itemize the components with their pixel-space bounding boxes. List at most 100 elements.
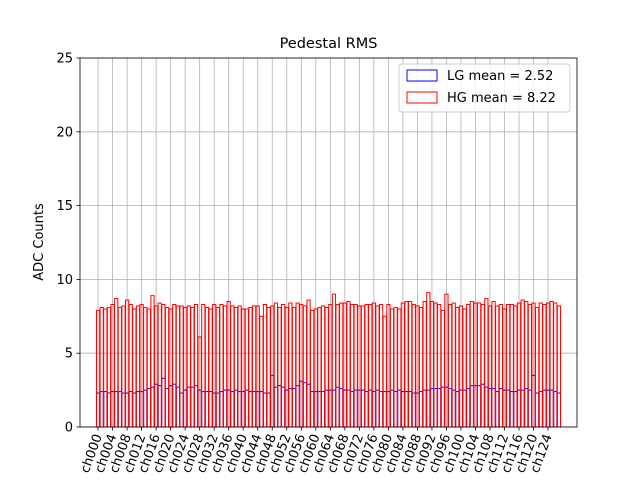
legend-frame [398, 63, 571, 113]
hg-bar [469, 301, 474, 428]
hg-bar [320, 305, 326, 428]
hg-bar [411, 303, 416, 428]
hg-bar [146, 308, 151, 428]
y-tick-label: 5 [65, 347, 73, 362]
hg-bar [306, 299, 311, 428]
hg-bar [535, 306, 540, 428]
hg-bar [509, 303, 514, 428]
hg-bar [324, 306, 329, 428]
hg-bar [360, 305, 366, 428]
hg-bar [397, 308, 402, 428]
hg-bar [418, 306, 424, 428]
hg-bar [161, 303, 166, 428]
hg-bar [208, 308, 213, 428]
hg-bar [335, 303, 340, 428]
y-tick-label: 25 [56, 52, 73, 67]
hg-bar [462, 308, 467, 428]
hg-bar [277, 306, 282, 428]
hg-bar [266, 306, 271, 428]
hg-bar [382, 315, 387, 428]
hg-bar [248, 306, 253, 428]
hg-bar [273, 302, 278, 428]
y-axis-label: ADC Counts [32, 203, 47, 281]
hg-bar [310, 309, 315, 428]
hg-bar [451, 302, 456, 428]
hg-bar [175, 305, 181, 428]
hg-bar [339, 302, 344, 428]
hg-bar [135, 305, 141, 428]
hg-bar [506, 303, 511, 428]
hg-bar [219, 303, 224, 428]
hg-bar [364, 303, 369, 428]
hg-bar [495, 305, 500, 428]
hg-bar [317, 306, 322, 428]
hg-bar [393, 306, 398, 428]
hg-bar [186, 305, 191, 428]
hg-bar [542, 303, 547, 428]
y-tick-label: 10 [56, 273, 73, 288]
hg-bar [190, 306, 195, 428]
legend-swatch-lg [406, 69, 438, 82]
hg-bar [331, 293, 337, 428]
axes-layer [76, 57, 578, 431]
hg-bar [204, 306, 210, 428]
hg-bar [484, 298, 489, 428]
hg-bar [549, 301, 554, 428]
x-tick-labels: ch000ch004ch008ch012ch016ch020ch024ch028… [78, 432, 556, 475]
hg-bar [244, 308, 249, 428]
hg-bar [389, 308, 395, 428]
hg-bar [375, 305, 380, 428]
hg-series-bars [95, 292, 562, 428]
hg-bar [353, 303, 358, 428]
legend-label-hg: HG mean = 8.22 [447, 91, 556, 106]
hg-bar [480, 303, 485, 428]
hg-bar [291, 306, 297, 428]
hg-bar [114, 298, 119, 428]
legend: LG mean = 2.52 HG mean = 8.22 [398, 63, 571, 113]
legend-swatch-hg [406, 91, 438, 104]
legend-label-lg: LG mean = 2.52 [447, 69, 553, 84]
hg-bar [408, 301, 413, 428]
hg-bar [230, 305, 235, 428]
hg-bar [157, 302, 162, 428]
hg-bar [172, 303, 177, 428]
hg-bar [433, 302, 438, 428]
hg-bar [222, 305, 228, 428]
hg-bar [164, 306, 170, 428]
y-tick-label: 20 [56, 125, 73, 140]
hg-bar [491, 301, 496, 428]
hg-bar [201, 303, 206, 428]
plot-frame [79, 57, 578, 428]
hg-bar [117, 306, 122, 428]
hg-bar [349, 303, 355, 428]
hg-bar [150, 295, 155, 428]
hg-bar [476, 302, 482, 428]
hg-bar [233, 306, 239, 428]
hg-bar [295, 302, 300, 428]
hg-bar [252, 305, 257, 428]
hg-bar [553, 302, 558, 428]
hg-bar [346, 301, 351, 428]
hg-bar [262, 303, 268, 428]
hg-bar [520, 299, 525, 428]
hg-bar [288, 302, 293, 428]
hg-bar [237, 305, 242, 428]
hg-bar [193, 303, 199, 428]
hg-bar [132, 308, 137, 428]
hg-bar [404, 301, 409, 428]
hg-bar [437, 303, 442, 428]
y-tick-label: 0 [65, 421, 73, 436]
hg-bar [103, 308, 108, 428]
hg-bar [498, 303, 503, 428]
hg-bar [128, 303, 133, 428]
hg-bar [106, 306, 112, 428]
y-tick-labels: 0 5 10 15 20 25 [56, 52, 73, 436]
hg-bar [440, 309, 445, 428]
hg-bar [455, 306, 460, 428]
hg-bar [556, 305, 562, 428]
hg-bar [259, 315, 264, 428]
chart-title: Pedestal RMS [280, 36, 378, 52]
hg-bar [426, 292, 431, 428]
